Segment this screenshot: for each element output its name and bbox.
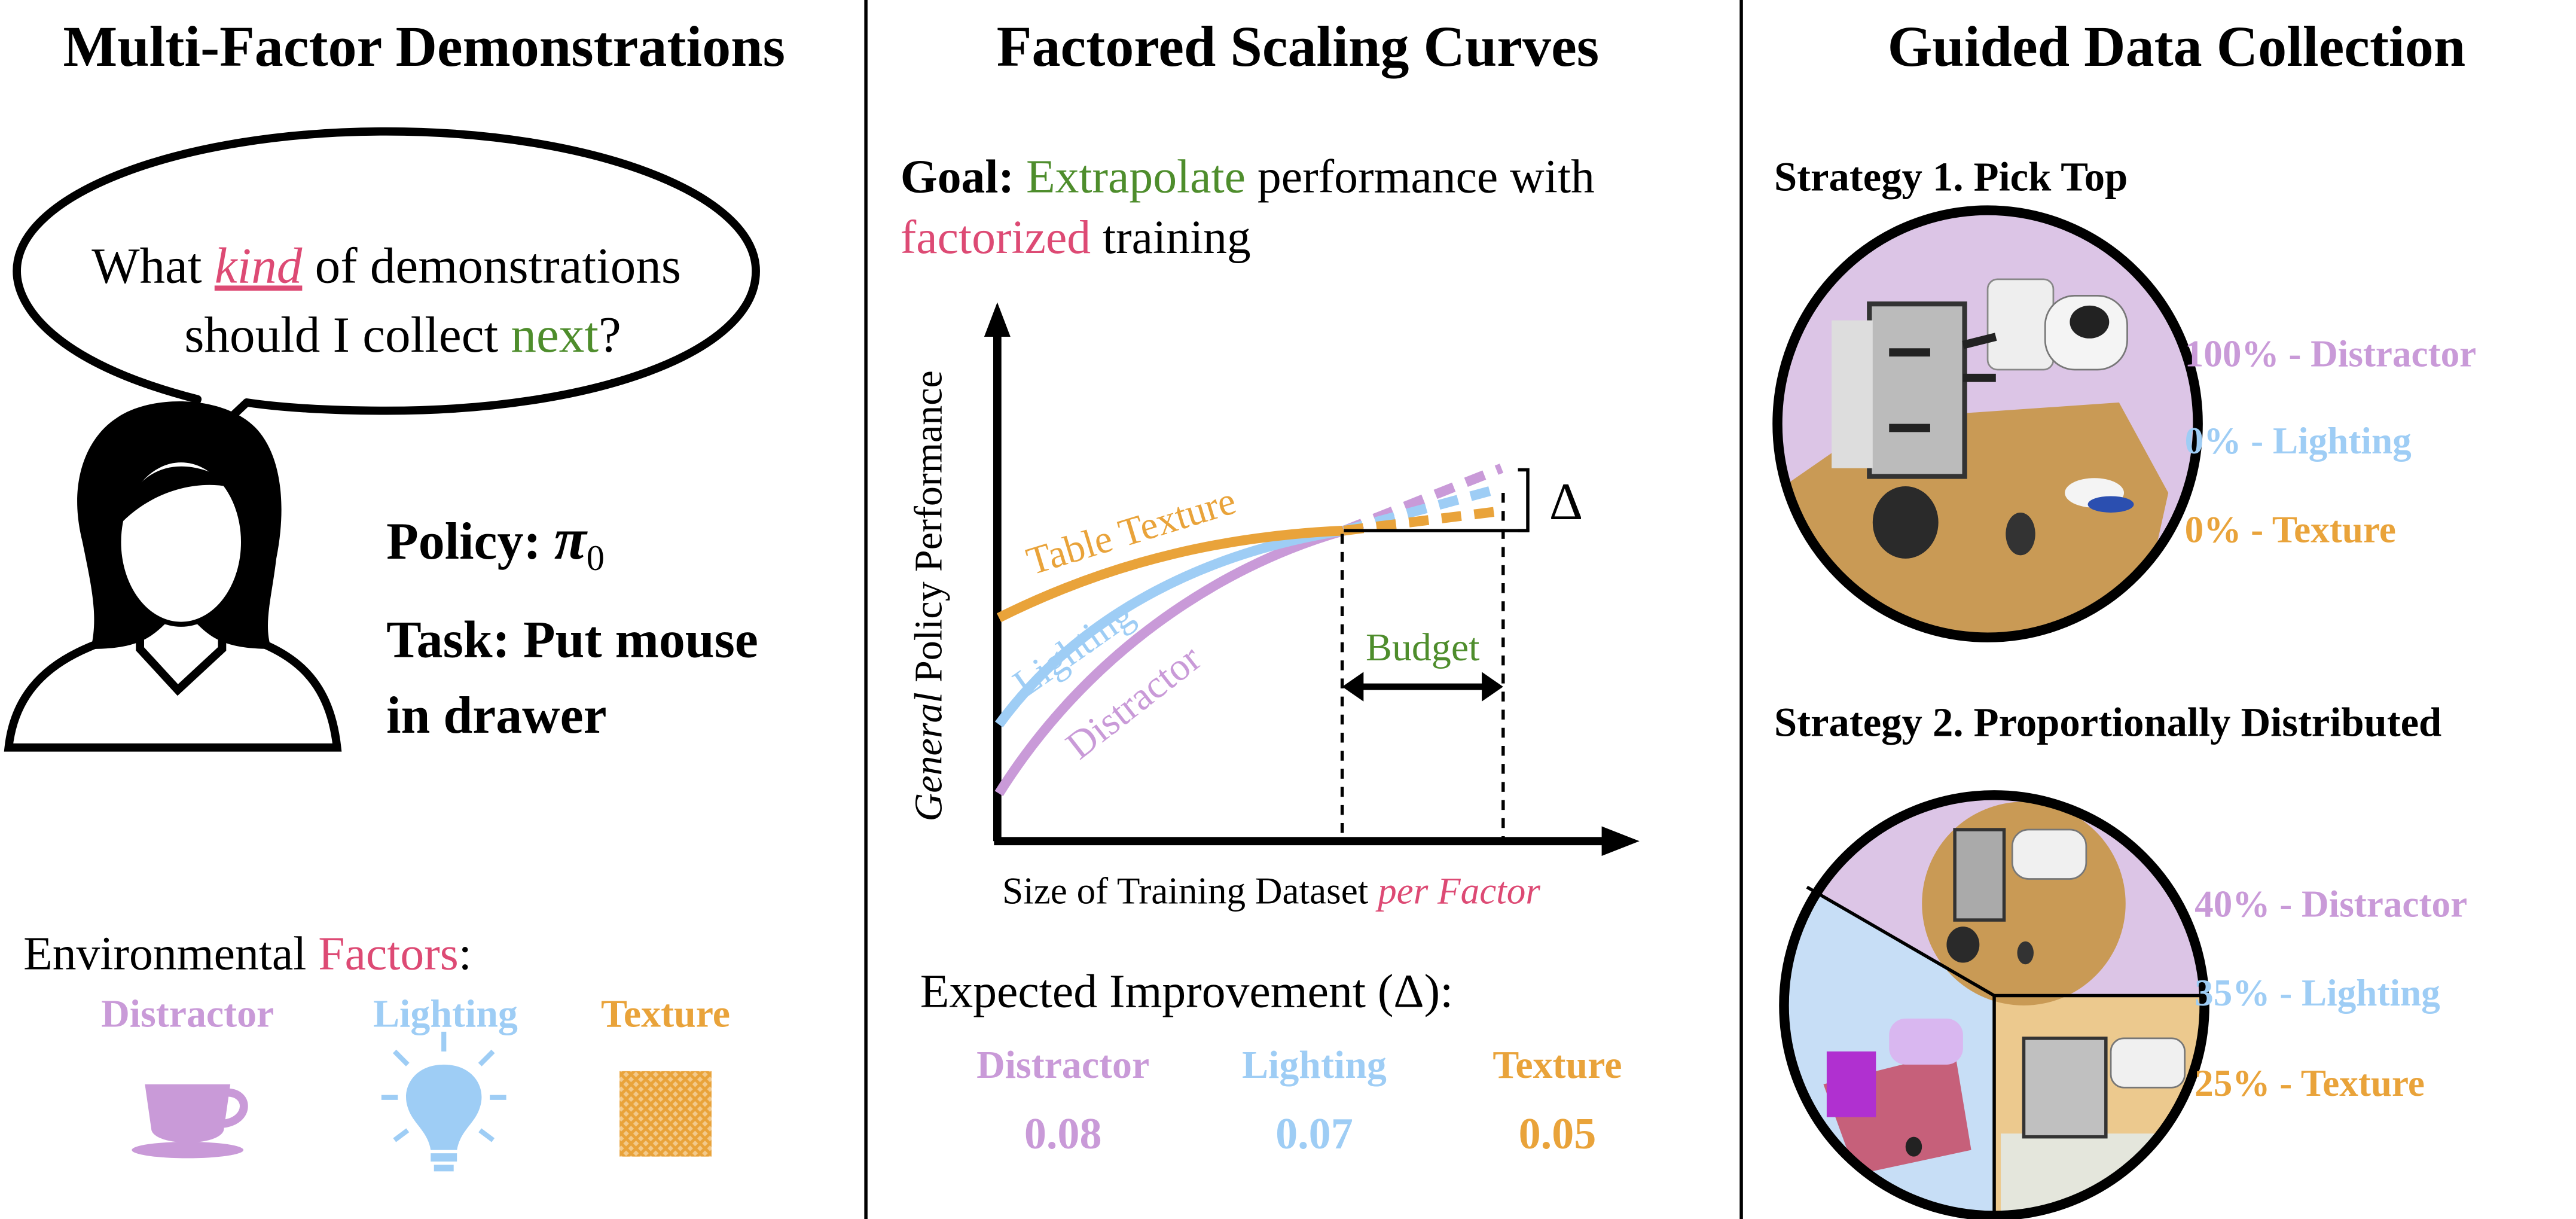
policy-text: Policy: π0 [386, 507, 605, 578]
improvement-value-texture: 0.05 [1519, 1110, 1597, 1159]
lightbulb-icon [381, 1031, 506, 1172]
panel-title-scaling-curves: Factored Scaling Curves [997, 14, 1599, 78]
improvement-label-distractor: Distractor [976, 1043, 1149, 1087]
panel-title-multi-factor: Multi-Factor Demonstrations [63, 14, 785, 78]
strategy-2-pie-chart [1779, 790, 2209, 1219]
texture-pattern-icon [619, 1071, 712, 1157]
bubble-line-1: What kind of demonstrations [91, 237, 681, 294]
improvement-label-texture: Texture [1493, 1043, 1622, 1087]
strategy-1-scene-photo [1772, 205, 2203, 642]
strategy-2-item-distractor: 40% - Distractor [2195, 883, 2467, 925]
delta-bracket [1518, 468, 1530, 532]
x-axis-label: Size of Training Dataset per Factor [1002, 870, 1540, 912]
speech-bubble: What kind of demonstrations should I col… [13, 127, 760, 484]
task-line-2: in drawer [386, 687, 607, 745]
curve-lighting [994, 526, 1345, 728]
person-avatar-icon [4, 401, 342, 752]
scaling-chart: General Policy Performance Size of Train… [907, 302, 1640, 912]
environmental-factors-label: Environmental Factors: [23, 928, 472, 980]
expected-improvement-label: Expected Improvement (Δ): [920, 965, 1454, 1018]
strategy-2-title: Strategy 2. Proportionally Distributed [1774, 699, 2441, 745]
extrapolation-distractor [1342, 464, 1504, 535]
bubble-line-2: should I collect next? [184, 307, 621, 363]
factor-label-lighting: Lighting [373, 992, 518, 1036]
x-axis-arrow [1601, 826, 1640, 856]
improvement-value-lighting: 0.07 [1275, 1110, 1353, 1159]
task-line-1: Task: Put mouse [386, 611, 758, 669]
curve-table-texture [996, 525, 1344, 623]
panel-title-guided-collection: Guided Data Collection [1888, 14, 2466, 78]
delta-label: Δ [1549, 473, 1583, 531]
improvement-label-lighting: Lighting [1242, 1043, 1387, 1087]
improvement-value-distractor: 0.08 [1024, 1110, 1102, 1159]
strategy-2-item-texture: 25% - Texture [2195, 1062, 2425, 1104]
strategy-1-item-lighting: 0% - Lighting [2185, 420, 2412, 462]
budget-label: Budget [1366, 626, 1479, 669]
extrapolation-texture [1343, 506, 1503, 536]
strategy-1-title: Strategy 1. Pick Top [1774, 154, 2128, 200]
strategy-2-item-lighting: 35% - Lighting [2195, 972, 2440, 1014]
extrapolation-lighting [1342, 483, 1503, 536]
goal-line-1: Goal: Extrapolate performance with [901, 150, 1595, 203]
strategy-1-item-distractor: 100% - Distractor [2185, 333, 2477, 374]
goal-line-2: factorized training [901, 211, 1251, 264]
factor-label-distractor: Distractor [101, 992, 274, 1036]
factor-label-texture: Texture [601, 992, 730, 1036]
cup-icon [132, 1084, 248, 1159]
strategy-1-item-texture: 0% - Texture [2185, 508, 2396, 550]
curve-distractor [994, 526, 1345, 797]
y-axis-arrow [984, 302, 1011, 337]
y-axis-label: General Policy Performance [907, 370, 950, 821]
